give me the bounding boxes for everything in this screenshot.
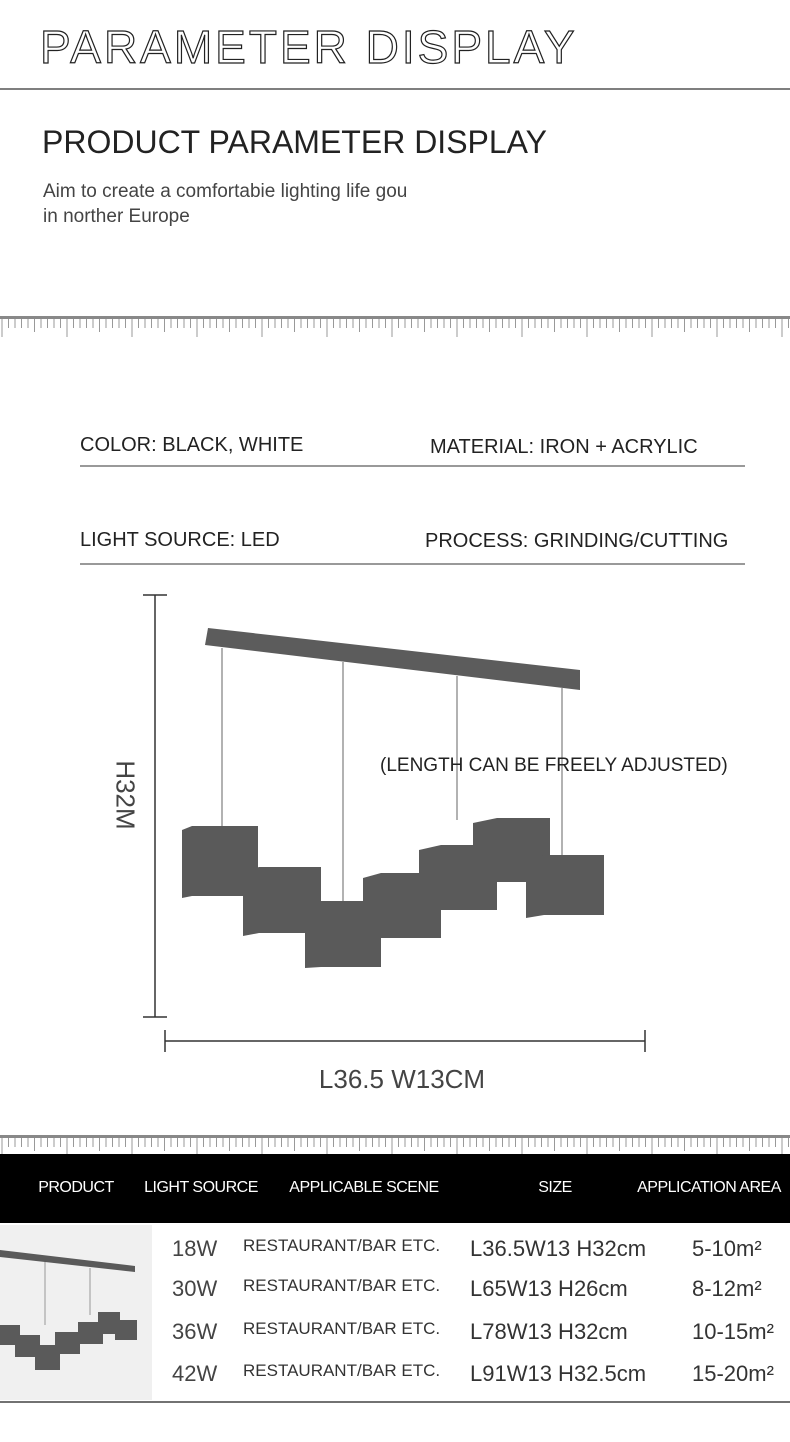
dimension-note: (LENGTH CAN BE FREELY ADJUSTED)	[380, 755, 728, 776]
spec: LIGHT SOURCE: LED	[80, 529, 280, 551]
product-thumbnail	[0, 1225, 152, 1400]
page-title: PARAMETER DISPLAY	[39, 20, 578, 73]
column-header: LIGHT SOURCE	[144, 1179, 258, 1196]
ruler	[0, 1135, 790, 1156]
spec: PROCESS: GRINDING/CUTTING	[425, 530, 729, 552]
section-title: PRODUCT PARAMETER DISPLAY	[42, 124, 547, 160]
cell-scene: RESTAURANT/BAR ETC.	[243, 1319, 441, 1338]
width-label: L36.5 W13CM	[318, 1064, 486, 1094]
cell-power: 36W	[172, 1319, 218, 1344]
cell-size: L65W13 H26cm	[470, 1276, 628, 1301]
cell-area: 8-12m²	[692, 1276, 762, 1301]
cell-size: L91W13 H32.5cm	[470, 1361, 647, 1386]
thumbnail-lamp	[0, 1250, 137, 1370]
cell-area: 5-10m²	[692, 1236, 762, 1261]
column-header: SIZE	[538, 1179, 572, 1196]
cell-size: L78W13 H32cm	[470, 1319, 628, 1344]
width-dimension	[164, 1030, 646, 1052]
spec: COLOR: BLACK, WHITE	[80, 434, 304, 456]
cell-area: 15-20m²	[692, 1361, 774, 1386]
cell-size: L36.5W13 H32cm	[470, 1236, 647, 1261]
intro-line: Aim to create a comfortabie lighting lif…	[43, 181, 408, 202]
ruler	[0, 316, 790, 337]
column-header: APPLICATION AREA	[637, 1179, 781, 1196]
ruler-band	[0, 1135, 790, 1138]
column-header: PRODUCT	[38, 1179, 114, 1196]
column-header: APPLICABLE SCENE	[289, 1179, 439, 1196]
cell-power: 18W	[172, 1236, 218, 1261]
cell-area: 10-15m²	[692, 1319, 774, 1344]
intro-line: in norther Europe	[43, 206, 190, 227]
cell-power: 42W	[172, 1361, 218, 1386]
ruler-band	[0, 316, 790, 319]
cell-scene: RESTAURANT/BAR ETC.	[243, 1236, 441, 1255]
cell-scene: RESTAURANT/BAR ETC.	[243, 1361, 441, 1380]
height-dimension	[143, 594, 167, 1018]
lamp-illustration	[182, 628, 604, 968]
cell-power: 30W	[172, 1276, 218, 1301]
cell-scene: RESTAURANT/BAR ETC.	[243, 1276, 441, 1295]
height-label: H32M	[110, 760, 141, 830]
spec: MATERIAL: IRON + ACRYLIC	[430, 436, 698, 458]
